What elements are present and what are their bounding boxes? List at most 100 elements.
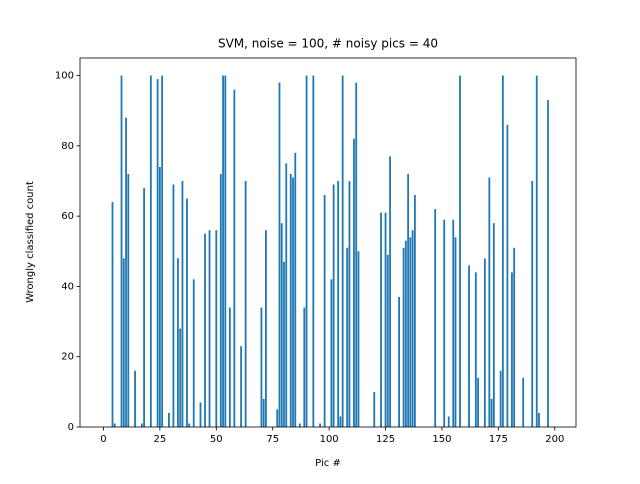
bar — [172, 184, 175, 427]
bar — [143, 188, 145, 427]
bar — [522, 377, 525, 427]
bar — [492, 223, 495, 427]
x-tick-label: 175 — [489, 434, 508, 445]
bar — [501, 75, 504, 428]
bar — [337, 181, 340, 427]
bar — [477, 377, 479, 427]
bar — [280, 223, 283, 427]
x-tick-label: 125 — [376, 434, 395, 445]
y-tick-label: 20 — [61, 352, 74, 363]
bar — [459, 75, 461, 428]
x-tick-label: 25 — [154, 434, 167, 445]
bar — [468, 265, 470, 427]
bar — [186, 198, 188, 427]
bar — [125, 117, 127, 427]
x-tick-label: 75 — [266, 434, 279, 445]
x-tick-label: 200 — [545, 434, 564, 445]
x-tick-label: 50 — [210, 434, 223, 445]
bar — [204, 233, 206, 427]
bar — [127, 173, 130, 427]
y-tick-label: 80 — [61, 141, 74, 152]
bar — [454, 237, 457, 427]
bar — [402, 247, 405, 427]
bar — [452, 219, 455, 427]
bar — [411, 230, 414, 427]
bar — [276, 409, 279, 427]
bar — [513, 247, 516, 427]
bar — [233, 89, 236, 427]
bar — [547, 100, 549, 428]
bar — [294, 152, 297, 427]
bar — [535, 75, 538, 428]
bar — [219, 173, 222, 427]
bar — [177, 258, 179, 427]
bar — [283, 261, 285, 427]
bar — [298, 423, 301, 427]
x-tick-label: 100 — [320, 434, 339, 445]
bar — [120, 75, 123, 428]
bar — [488, 177, 491, 427]
bar — [208, 230, 211, 427]
bar — [289, 173, 292, 427]
bar — [447, 416, 450, 427]
bar — [292, 177, 294, 427]
bar — [140, 423, 143, 427]
y-tick-label: 100 — [55, 71, 74, 82]
bar — [161, 75, 164, 428]
bar — [413, 195, 416, 427]
x-tick-label: 150 — [432, 434, 451, 445]
bar — [222, 75, 224, 428]
bar — [474, 272, 477, 427]
bar — [490, 398, 493, 427]
bar — [357, 251, 360, 427]
bar — [341, 75, 344, 428]
bar — [312, 75, 315, 428]
bar — [386, 254, 389, 427]
chart-title: SVM, noise = 100, # noisy pics = 40 — [218, 37, 438, 51]
bar — [260, 307, 263, 427]
bar — [240, 346, 243, 427]
bar — [339, 416, 342, 427]
bar — [134, 370, 136, 427]
bar — [199, 402, 202, 427]
bar — [113, 423, 116, 427]
bar — [538, 412, 540, 427]
bar — [346, 247, 349, 427]
bar — [389, 156, 391, 427]
bar — [323, 195, 326, 427]
bar — [434, 209, 437, 427]
bar — [407, 173, 410, 427]
bar — [168, 412, 170, 427]
bar — [188, 423, 191, 427]
bar — [499, 370, 502, 427]
bar — [355, 82, 358, 427]
bar — [156, 79, 159, 427]
bar — [215, 230, 218, 427]
bar — [224, 75, 227, 428]
bar — [348, 181, 351, 427]
bar — [192, 279, 195, 427]
bar — [531, 181, 534, 427]
x-axis-label: Pic # — [315, 458, 341, 469]
bar — [179, 328, 182, 427]
bar — [384, 212, 387, 427]
bar — [149, 75, 152, 428]
bar — [332, 184, 335, 427]
bar — [181, 181, 184, 427]
bar — [398, 296, 400, 427]
bar — [158, 166, 161, 427]
bar — [404, 240, 407, 427]
plot-frame — [79, 57, 577, 428]
bar — [303, 307, 306, 427]
bar — [373, 391, 376, 427]
bar — [330, 279, 333, 427]
bar — [262, 398, 265, 427]
bar — [319, 423, 322, 427]
bar — [111, 202, 114, 427]
bar — [285, 163, 288, 427]
bar — [380, 212, 382, 427]
bar — [443, 219, 446, 427]
y-tick-label: 40 — [61, 281, 74, 292]
bar — [278, 82, 281, 427]
